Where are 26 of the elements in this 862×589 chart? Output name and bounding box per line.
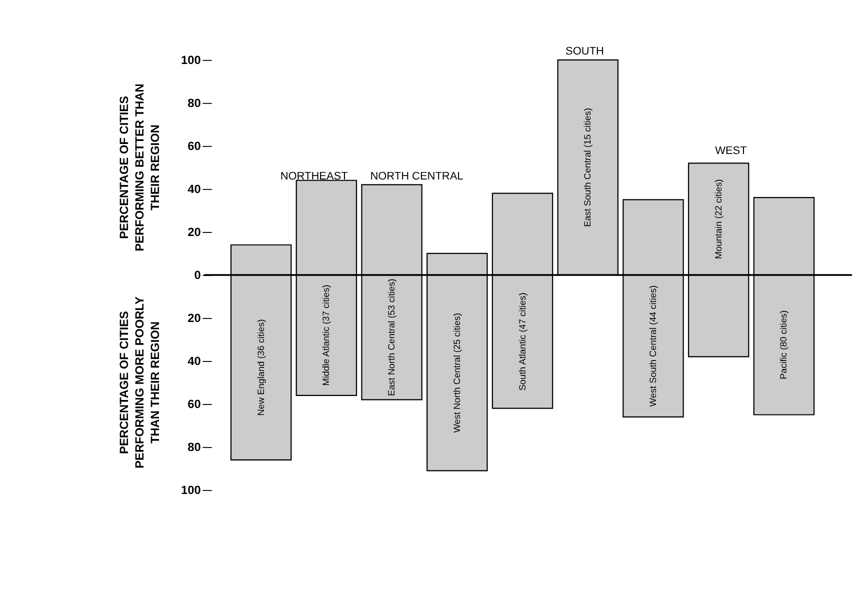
y-tick-label: 0 [194,268,202,282]
annotation: NORTH CENTRAL [370,170,464,183]
y-tick-label: 100 [181,483,202,498]
y-tick-label: 60 [188,397,202,412]
y-tick-label: 80 [188,440,202,454]
text: PERCENTAGE OF CITIES PERFORMING MORE POORLY THAN THEIR REGION [117,296,162,468]
y-tick-label: 80 [188,96,202,110]
text: SOUTH [566,45,604,58]
annotation: NORTHEAST [280,170,348,183]
x-tick-label: East South Central (15 cities) [582,108,593,227]
x-tick-label: South Atlantic (47 cities) [517,292,528,391]
y-tick-label: 100 [181,53,202,68]
x-tick-label: West South Central (44 cities) [648,285,658,407]
y-axis-title: PERCENTAGE OF CITIES PERFORMING BETTER THAN THEIR REGION [117,84,162,252]
x-tick-label: Middle Atlantic (37 cities) [321,284,332,386]
y-tick-label: 20 [188,311,202,326]
x-tick-label: Mountain (22 cities) [713,179,724,259]
y-tick-label: 60 [188,139,202,154]
x-tick-label: Pacific (80 cities) [778,310,789,380]
y-tick-label: 40 [188,354,202,368]
x-tick-label: East North Central (53 cities) [386,278,397,396]
y-tick-label: 20 [188,225,202,240]
y-tick-label: 40 [188,182,202,196]
x-tick-label: New England (36 cities) [256,319,266,416]
x-tick-label: West North Central (25 cities) [452,312,462,433]
annotation: WEST [715,144,748,157]
